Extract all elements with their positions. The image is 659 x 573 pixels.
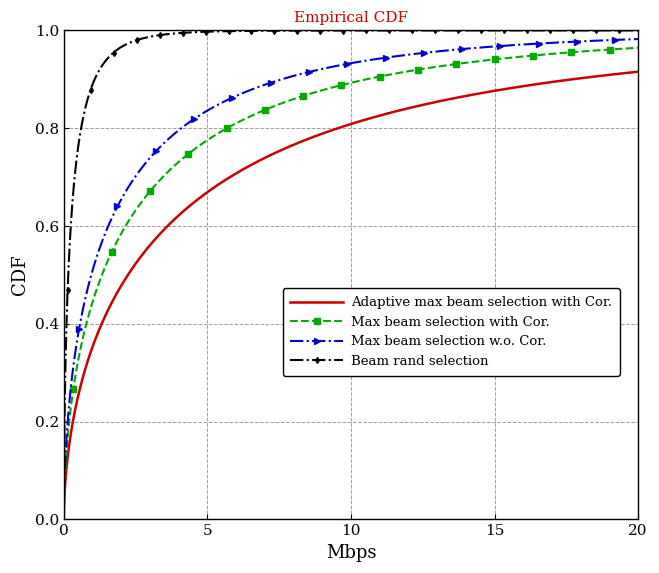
Max beam selection w.o. Cor. [305,69,313,76]
Beam rand selection [280,27,288,34]
X-axis label: Mbps: Mbps [326,544,376,562]
Beam rand selection [60,501,68,508]
Max beam selection w.o. Cor. [280,75,288,82]
Max beam selection with Cor. [634,44,642,51]
Max beam selection w.o. Cor. [125,182,133,189]
Line: Max beam selection with Cor.: Max beam selection with Cor. [61,45,641,517]
Adaptive max beam selection with Cor. [305,135,313,142]
Beam rand selection [623,27,631,34]
Beam rand selection [305,27,313,34]
Line: Max beam selection w.o. Cor.: Max beam selection w.o. Cor. [61,36,641,516]
Beam rand selection [634,27,642,34]
Max beam selection with Cor. [280,99,288,106]
Y-axis label: CDF: CDF [11,254,29,295]
Max beam selection with Cor. [159,173,167,180]
Max beam selection with Cor. [125,217,133,223]
Adaptive max beam selection with Cor. [623,69,631,76]
Adaptive max beam selection with Cor. [159,227,167,234]
Adaptive max beam selection with Cor. [60,512,68,519]
Adaptive max beam selection with Cor. [634,68,642,75]
Title: Empirical CDF: Empirical CDF [294,11,408,25]
Max beam selection w.o. Cor. [561,39,569,46]
Adaptive max beam selection with Cor. [280,146,288,152]
Max beam selection w.o. Cor. [159,140,167,147]
Adaptive max beam selection with Cor. [125,269,133,276]
Max beam selection w.o. Cor. [623,36,631,43]
Adaptive max beam selection with Cor. [561,77,569,84]
Max beam selection w.o. Cor. [60,510,68,517]
Beam rand selection [561,27,569,34]
Max beam selection with Cor. [305,91,313,97]
Max beam selection w.o. Cor. [634,36,642,42]
Legend: Adaptive max beam selection with Cor., Max beam selection with Cor., Max beam se: Adaptive max beam selection with Cor., M… [283,288,620,376]
Line: Adaptive max beam selection with Cor.: Adaptive max beam selection with Cor. [64,72,638,516]
Beam rand selection [125,40,133,46]
Max beam selection with Cor. [623,45,631,52]
Max beam selection with Cor. [561,49,569,56]
Line: Beam rand selection: Beam rand selection [62,28,641,507]
Max beam selection with Cor. [60,511,68,518]
Beam rand selection [159,31,167,38]
